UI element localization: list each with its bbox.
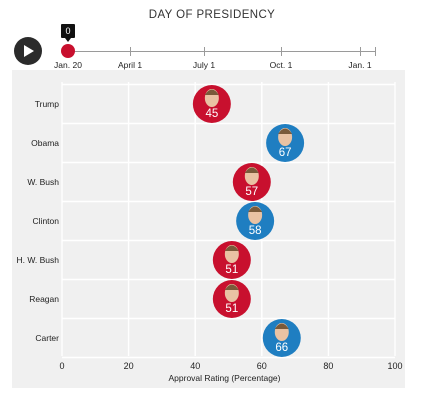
- timeline-handle[interactable]: [61, 44, 75, 58]
- portrait-hair-icon: [224, 284, 239, 290]
- president-marker[interactable]: 67: [266, 124, 305, 162]
- president-marker[interactable]: 57: [232, 163, 271, 201]
- category-label: W. Bush: [27, 177, 59, 187]
- data-label: 58: [249, 225, 262, 237]
- current-day-tooltip: 0: [61, 24, 75, 42]
- category-label: Carter: [35, 333, 59, 343]
- portrait-hair-icon: [248, 206, 263, 212]
- x-tick-label: 0: [59, 361, 64, 371]
- portrait-hair-icon: [244, 167, 259, 173]
- category-label: H. W. Bush: [16, 255, 59, 265]
- x-tick-label: 60: [257, 361, 267, 371]
- play-icon: [24, 45, 34, 57]
- timeline-label: Jan. 1: [348, 60, 372, 70]
- president-marker[interactable]: 51: [212, 280, 251, 318]
- president-marker[interactable]: 51: [212, 241, 251, 279]
- timeline-tick: [360, 47, 361, 56]
- category-label: Reagan: [29, 294, 59, 304]
- x-axis-label: Approval Rating (Percentage): [169, 373, 281, 383]
- portrait-hair-icon: [224, 245, 239, 251]
- timeline-tick: [204, 47, 205, 56]
- president-marker[interactable]: 58: [236, 202, 275, 240]
- timeline-tick: [375, 47, 376, 56]
- x-tick-label: 20: [124, 361, 134, 371]
- data-label: 67: [279, 147, 292, 159]
- timeline-label: Jan. 20: [54, 60, 82, 70]
- portrait-hair-icon: [278, 128, 293, 134]
- data-label: 51: [225, 303, 238, 315]
- portrait-hair-icon: [204, 89, 219, 95]
- timeline-track[interactable]: [68, 51, 375, 52]
- timeline-tick: [281, 47, 282, 56]
- play-button[interactable]: [14, 37, 42, 65]
- data-label: 51: [225, 264, 238, 276]
- timeline-tick: [130, 47, 131, 56]
- president-marker[interactable]: 66: [262, 319, 301, 357]
- category-label: Trump: [35, 99, 60, 109]
- data-label: 66: [275, 342, 288, 354]
- category-label: Obama: [31, 138, 59, 148]
- data-label: 45: [205, 108, 218, 120]
- x-tick-label: 40: [190, 361, 200, 371]
- timeline-label: Oct. 1: [269, 60, 293, 70]
- x-tick-label: 100: [387, 361, 402, 371]
- data-label: 57: [245, 186, 258, 198]
- timeline-label: July 1: [192, 60, 216, 70]
- chart-title: DAY OF PRESIDENCY: [148, 9, 276, 21]
- category-label: Clinton: [33, 216, 60, 226]
- x-tick-label: 80: [323, 361, 333, 371]
- president-marker[interactable]: 45: [192, 85, 231, 123]
- portrait-hair-icon: [274, 323, 289, 329]
- timeline-label: April 1: [117, 60, 143, 70]
